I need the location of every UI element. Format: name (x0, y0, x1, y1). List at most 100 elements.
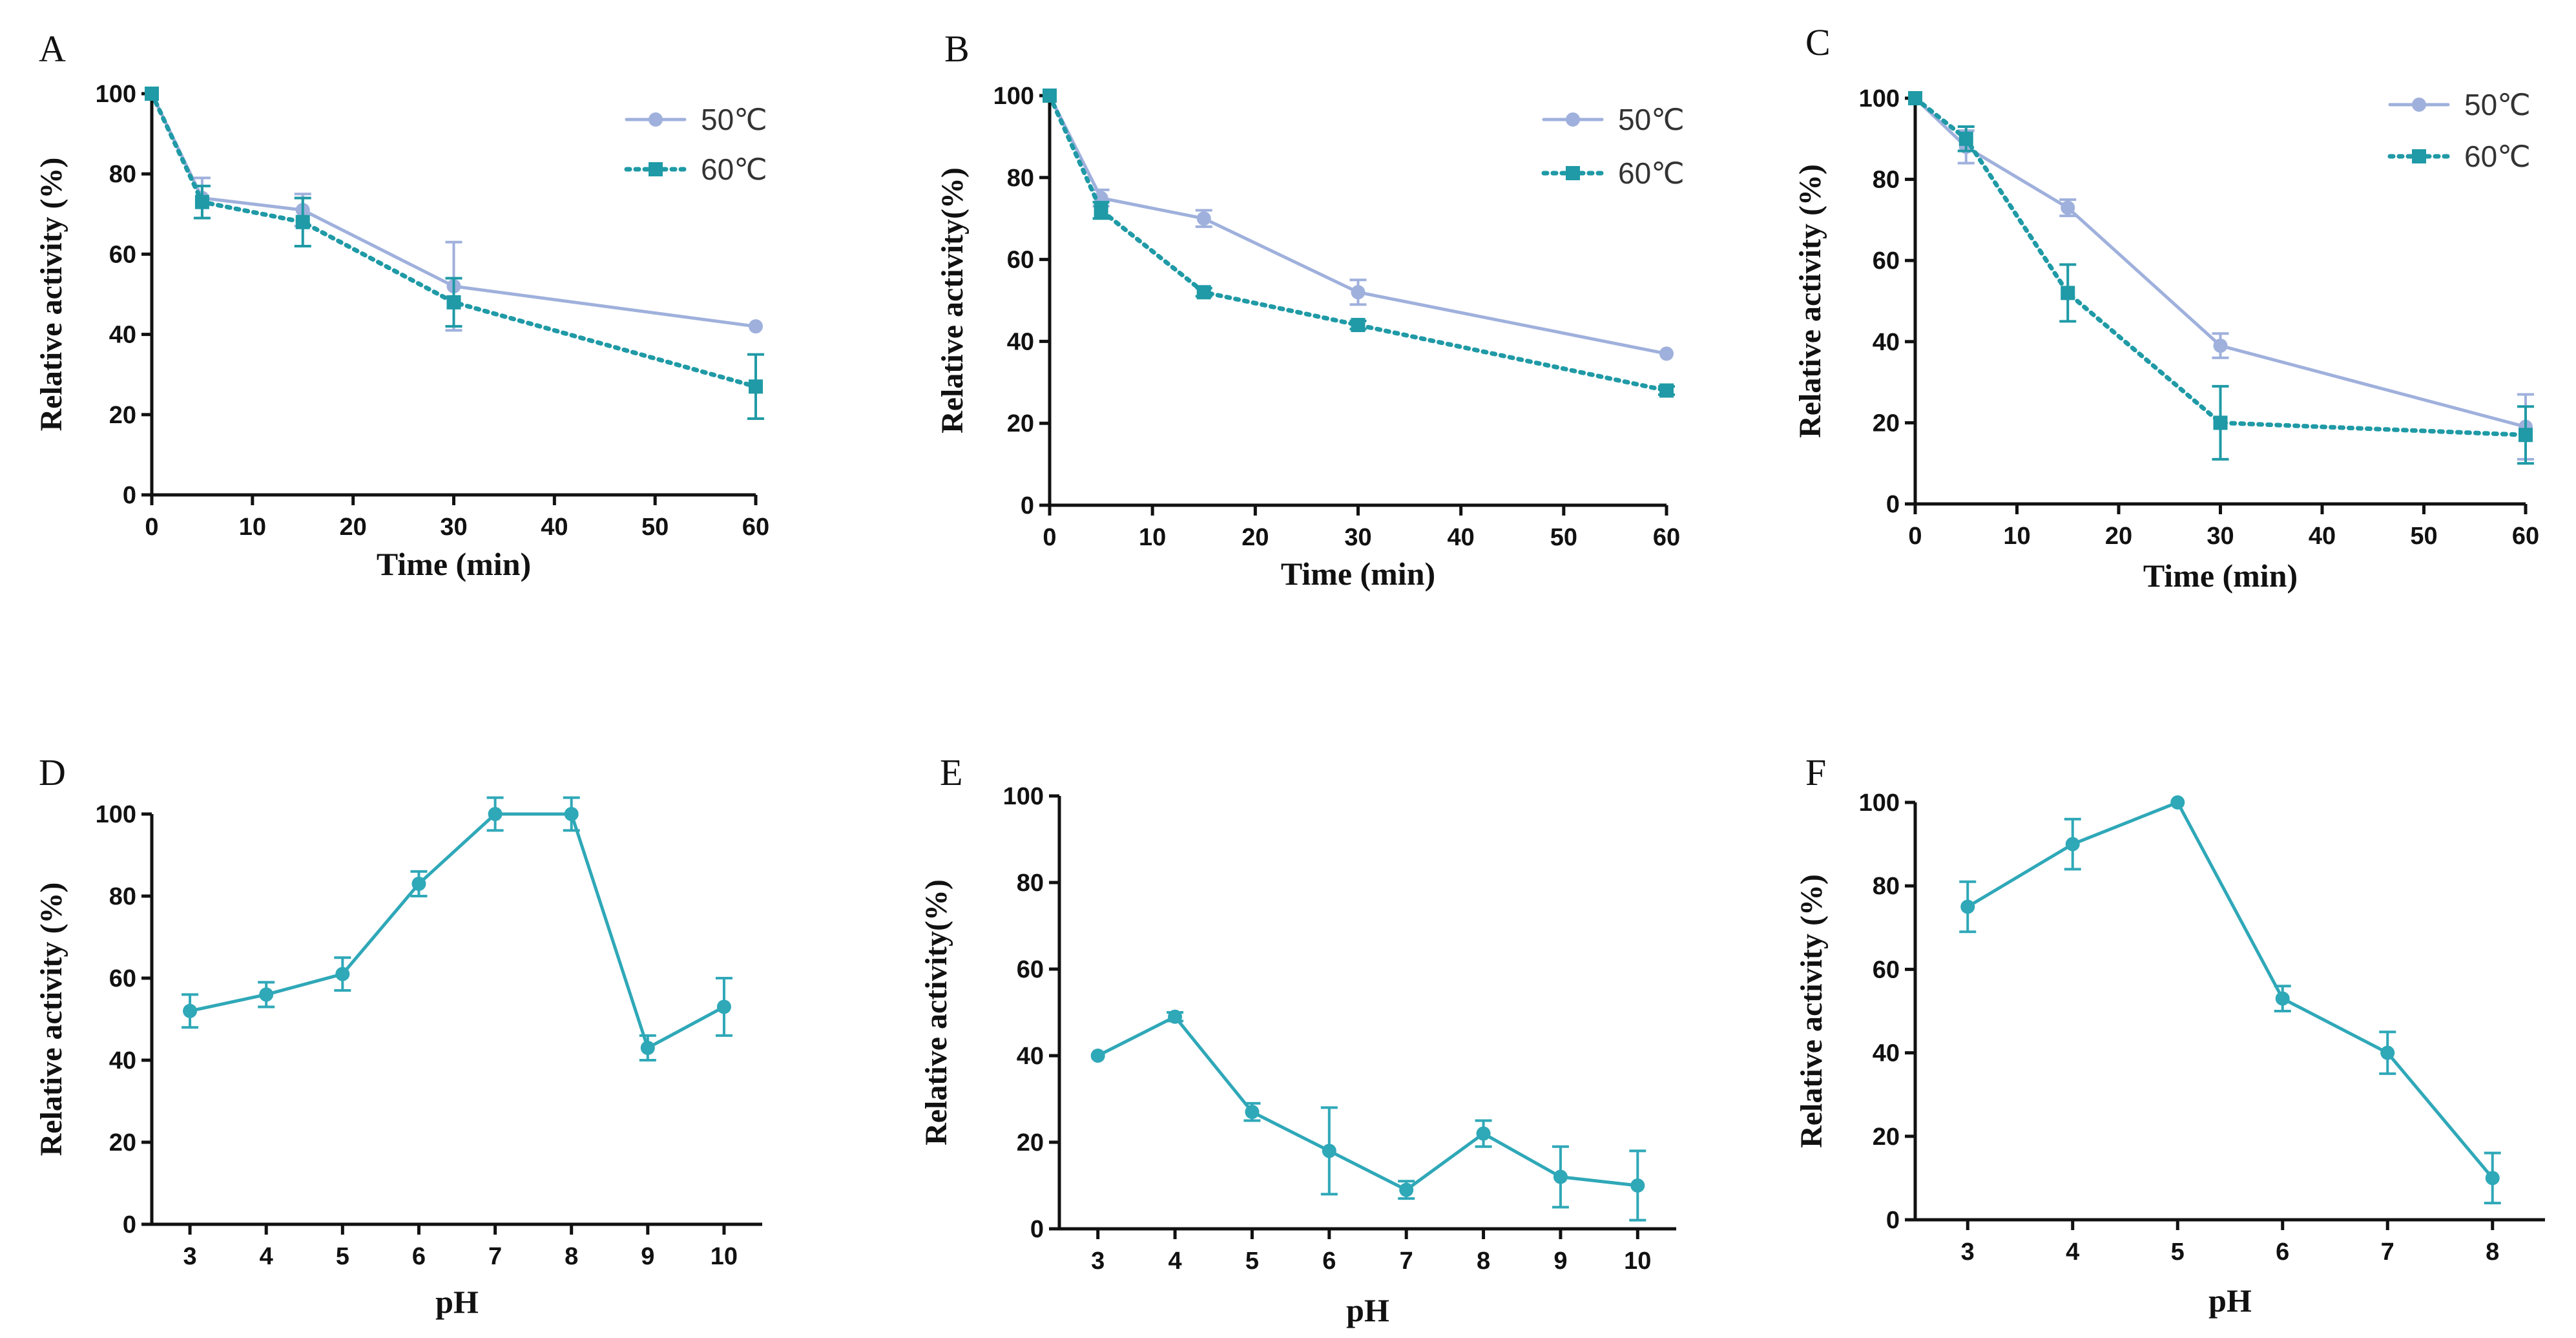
data-point (2061, 200, 2075, 215)
data-point (1168, 1009, 1183, 1024)
panel-b: B 0 20 40 60 80 100 0 10 20 30 40 50 60 Relative activ… (935, 28, 1685, 592)
y-tick-label: 0 (1030, 1216, 1044, 1243)
y-tick-label: 100 (96, 81, 136, 108)
y-tick-label: 80 (109, 883, 136, 910)
x-tick-label: 9 (1553, 1248, 1567, 1275)
data-point (1351, 285, 1366, 300)
y-tick-label: 0 (123, 482, 136, 509)
x-tick-label: 20 (340, 514, 367, 541)
y-tick-label: 20 (1873, 1124, 1900, 1151)
data-point (2170, 795, 2185, 810)
data-point (1245, 1105, 1260, 1120)
x-tick-label: 30 (1344, 524, 1371, 551)
y-axis-label: Relative activity (%) (34, 883, 68, 1156)
series-line (1048, 94, 1668, 355)
x-tick-label: 60 (1653, 524, 1680, 551)
y-tick-label: 100 (993, 83, 1034, 110)
x-tick-label: 8 (565, 1243, 578, 1270)
y-tick-label: 0 (123, 1211, 136, 1239)
y-axis-label: Relative activity (%) (1794, 874, 1829, 1148)
x-tick-label: 4 (260, 1243, 273, 1270)
data-point (2061, 286, 2075, 300)
x-tick-label: 50 (641, 514, 669, 541)
x-tick-label: 50 (1550, 524, 1577, 551)
data-point (1196, 211, 1211, 226)
panel-e: E 0 20 40 60 80 100 3 4 5 6 7 8 9 10 Relative activity(… (919, 751, 1676, 1328)
x-tick-label: 10 (239, 514, 266, 541)
y-axis-label: Relative activity(%) (935, 167, 970, 434)
legend-marker (649, 162, 663, 176)
y-tick-label: 100 (1859, 789, 1900, 817)
y-tick-label: 60 (109, 241, 136, 268)
panel-d: D 0 20 40 60 80 100 3 4 5 6 7 8 9 10 Relative activity … (34, 751, 762, 1320)
x-tick-label: 30 (440, 514, 467, 541)
x-tick-label: 40 (2309, 523, 2336, 550)
data-point (2065, 837, 2080, 852)
y-tick-label: 0 (1886, 1207, 1900, 1234)
y-tick-label: 80 (1873, 873, 1900, 900)
y-tick-label: 20 (1873, 410, 1900, 437)
x-tick-label: 6 (412, 1243, 426, 1270)
data-point (2485, 1171, 2500, 1186)
x-tick-label: 3 (1091, 1248, 1105, 1275)
x-tick-label: 30 (2207, 523, 2234, 550)
x-axis-label: Time (min) (377, 546, 531, 582)
y-tick-label: 0 (1886, 491, 1900, 518)
x-tick-label: 40 (1448, 524, 1475, 551)
series-line (1047, 93, 1669, 393)
x-tick-label: 5 (336, 1243, 349, 1270)
x-tick-label: 0 (145, 514, 158, 541)
x-tick-label: 5 (1245, 1248, 1259, 1275)
data-point (1322, 1144, 1336, 1158)
legend-marker (1566, 166, 1580, 180)
x-tick-label: 8 (1477, 1248, 1490, 1275)
x-axis-label: Time (min) (2143, 558, 2298, 594)
data-point (295, 214, 310, 229)
x-tick-label: 5 (2171, 1239, 2185, 1266)
data-point (1630, 1178, 1645, 1193)
y-tick-label: 20 (1017, 1129, 1044, 1156)
y-axis-label: Relative activity (%) (1793, 164, 1827, 438)
panel-letter: B (944, 28, 970, 70)
series-line (1096, 1015, 1639, 1192)
y-tick-label: 60 (1017, 956, 1044, 983)
data-point (2213, 339, 2228, 353)
legend-label: 50℃ (701, 103, 767, 136)
series-line (1966, 800, 2495, 1180)
x-tick-label: 20 (2105, 523, 2132, 550)
data-point (1094, 203, 1108, 218)
y-tick-label: 100 (96, 801, 136, 828)
x-tick-label: 7 (2381, 1239, 2394, 1266)
y-tick-label: 20 (1007, 410, 1034, 437)
panel-letter: A (39, 28, 66, 70)
x-tick-label: 4 (1168, 1248, 1181, 1275)
x-tick-label: 4 (2066, 1239, 2079, 1266)
data-point (640, 1040, 655, 1055)
y-tick-label: 80 (1873, 167, 1900, 194)
y-tick-label: 60 (1007, 247, 1034, 274)
data-point (1399, 1182, 1414, 1197)
y-tick-label: 80 (1017, 870, 1044, 897)
data-point (194, 194, 209, 209)
data-point (2213, 415, 2228, 430)
y-tick-label: 40 (1873, 329, 1900, 356)
x-tick-label: 6 (1322, 1248, 1336, 1275)
data-point (1351, 318, 1366, 333)
x-tick-label: 0 (1043, 524, 1056, 551)
data-point (749, 319, 763, 334)
x-tick-label: 10 (2003, 523, 2030, 550)
data-point (1196, 285, 1211, 300)
x-tick-label: 7 (488, 1243, 502, 1270)
x-tick-label: 60 (2512, 523, 2539, 550)
legend-marker (649, 112, 663, 127)
y-axis-label: Relative activity (%) (34, 158, 68, 432)
legend-marker (2412, 98, 2426, 112)
data-point (1476, 1126, 1491, 1141)
data-point (183, 1003, 198, 1018)
y-tick-label: 40 (1007, 328, 1034, 355)
legend-label: 60℃ (2464, 140, 2531, 173)
y-tick-label: 40 (1017, 1043, 1044, 1070)
legend-marker (1566, 112, 1580, 127)
panel-letter: D (39, 751, 66, 793)
